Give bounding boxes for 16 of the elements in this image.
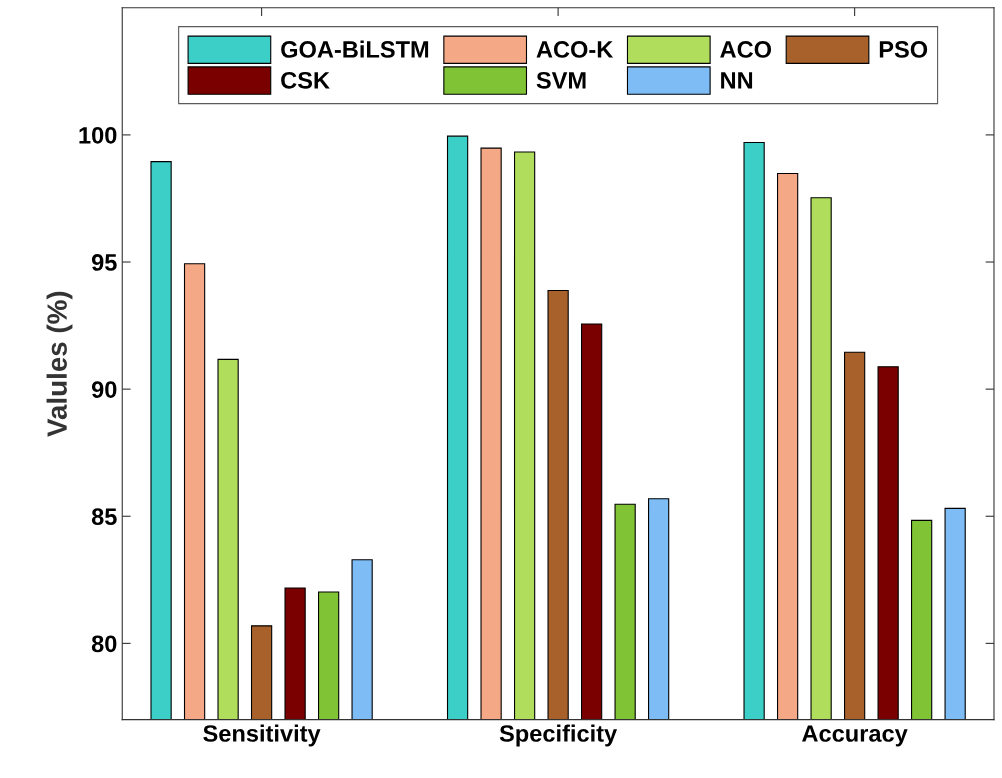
y-tick-label: 100 [79,126,117,144]
legend-label: ACO [720,41,772,58]
legend-label: SVM [536,71,586,89]
legend-label: GOA-BiLSTM [281,40,429,58]
legend-label: CSK [281,71,330,89]
legend-label: NN [721,72,753,89]
y-axis-title: Valules (%) [46,291,73,437]
x-tick-label: Specificity [499,724,618,747]
y-tick-label: 90 [91,381,117,398]
y-tick-label: 85 [91,508,117,526]
x-tick-label: Accuracy [802,725,908,747]
y-tick-label: 80 [91,635,117,653]
legend-label: ACO-K [536,41,614,58]
y-tick-label: 95 [91,254,117,271]
x-tick-label: Sensitivity [203,724,321,747]
legend-label: PSO [879,41,928,58]
